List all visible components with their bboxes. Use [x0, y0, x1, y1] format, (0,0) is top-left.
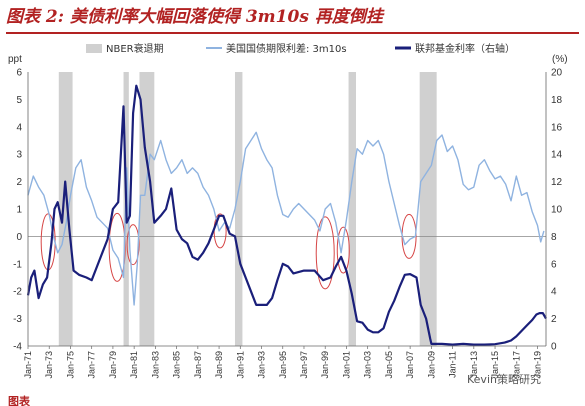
x-tick-label: Jan-77 [87, 351, 97, 379]
legend-label: NBER衰退期 [106, 42, 164, 55]
x-tick-label: Jan-05 [384, 351, 394, 379]
x-tick-label: Jan-01 [341, 351, 351, 379]
right-tick-label: 10 [551, 205, 563, 216]
chart-title: 图表 2: 美债利率大幅回落使得 3m10s 再度倒挂 [6, 2, 579, 34]
inversion-ellipse [336, 226, 350, 274]
x-tick-label: Jan-95 [278, 351, 288, 379]
x-tick-label: Jan-71 [23, 351, 33, 379]
x-tick-label: Jan-11 [448, 351, 458, 378]
x-tick-label: Jan-73 [44, 351, 54, 379]
x-tick-label: Jan-85 [172, 351, 182, 379]
fed-funds-rate-line [26, 84, 547, 346]
y-left-label: ppt [8, 54, 22, 65]
legend-swatch-recession [86, 44, 102, 53]
right-tick-label: 4 [551, 287, 557, 298]
legend-label: 联邦基金利率（右轴） [415, 42, 515, 55]
x-tick-label: Jan-87 [193, 351, 203, 379]
inversion-ellipse [126, 224, 140, 266]
term-spread-line [27, 131, 545, 306]
x-tick-label: Jan-89 [214, 351, 224, 379]
x-axis-ticks: Jan-71 Jan-73 Jan-75 Jan-77 Jan-79 Jan-81 Jan-… [23, 346, 543, 379]
left-tick-label: -3 [13, 314, 22, 325]
left-axis-ticks: 6 5 4 3 2 1 0 -1 -2 -3 -4 [13, 68, 22, 353]
right-tick-label: 8 [551, 232, 557, 243]
recession-bars [58, 72, 437, 346]
right-tick-label: 20 [551, 68, 563, 79]
recession-bar [234, 72, 243, 346]
x-tick-label: Jan-91 [235, 351, 245, 379]
axes [27, 72, 547, 347]
footer-text: 图表 [8, 394, 31, 406]
left-tick-label: 4 [16, 122, 22, 133]
recession-bar [348, 72, 356, 346]
right-tick-label: 6 [551, 259, 557, 270]
right-tick-label: 0 [551, 342, 557, 353]
inversion-ellipse [315, 216, 335, 290]
x-tick-label: Jan-15 [490, 351, 500, 379]
x-tick-label: Jan-83 [150, 351, 160, 379]
right-tick-label: 2 [551, 314, 557, 325]
inversion-ellipse [108, 212, 126, 282]
right-tick-label: 12 [551, 177, 563, 188]
recession-bar [58, 72, 73, 346]
inversion-annotations [40, 212, 417, 290]
series-lines [26, 84, 547, 346]
left-tick-label: 2 [16, 177, 22, 188]
x-tick-label: Jan-97 [299, 351, 309, 379]
x-tick-label: Jan-19 [533, 351, 543, 379]
left-tick-label: -1 [13, 259, 22, 270]
left-tick-label: 5 [16, 95, 22, 106]
x-tick-label: Jan-07 [405, 351, 415, 379]
x-tick-label: Jan-03 [363, 351, 373, 379]
left-tick-label: 1 [16, 205, 22, 216]
x-tick-label: Jan-99 [320, 351, 330, 379]
legend: NBER衰退期 美国国债期限利差: 3m10s 联邦基金利率（右轴） [86, 42, 515, 55]
x-tick-label: Jan-75 [65, 351, 75, 379]
left-tick-label: -2 [13, 287, 22, 298]
x-tick-label: Jan-79 [108, 351, 118, 379]
x-tick-label: Jan-09 [426, 351, 436, 379]
right-tick-label: 18 [551, 95, 563, 106]
watermark: Kevin策略研究 [467, 372, 541, 386]
recession-bar [419, 72, 437, 346]
y-right-label: (%) [552, 54, 568, 65]
right-tick-label: 14 [551, 150, 563, 161]
left-tick-label: 0 [16, 232, 22, 243]
x-tick-label: Jan-17 [511, 351, 521, 379]
left-tick-label: 3 [16, 150, 22, 161]
x-tick-label: Jan-13 [469, 351, 479, 379]
legend-label: 美国国债期限利差: 3m10s [226, 42, 347, 55]
x-tick-label: Jan-81 [129, 351, 139, 379]
right-tick-label: 16 [551, 122, 563, 133]
x-tick-label: Jan-93 [257, 351, 267, 379]
left-tick-label: -4 [13, 342, 22, 353]
left-tick-label: 6 [16, 68, 22, 79]
